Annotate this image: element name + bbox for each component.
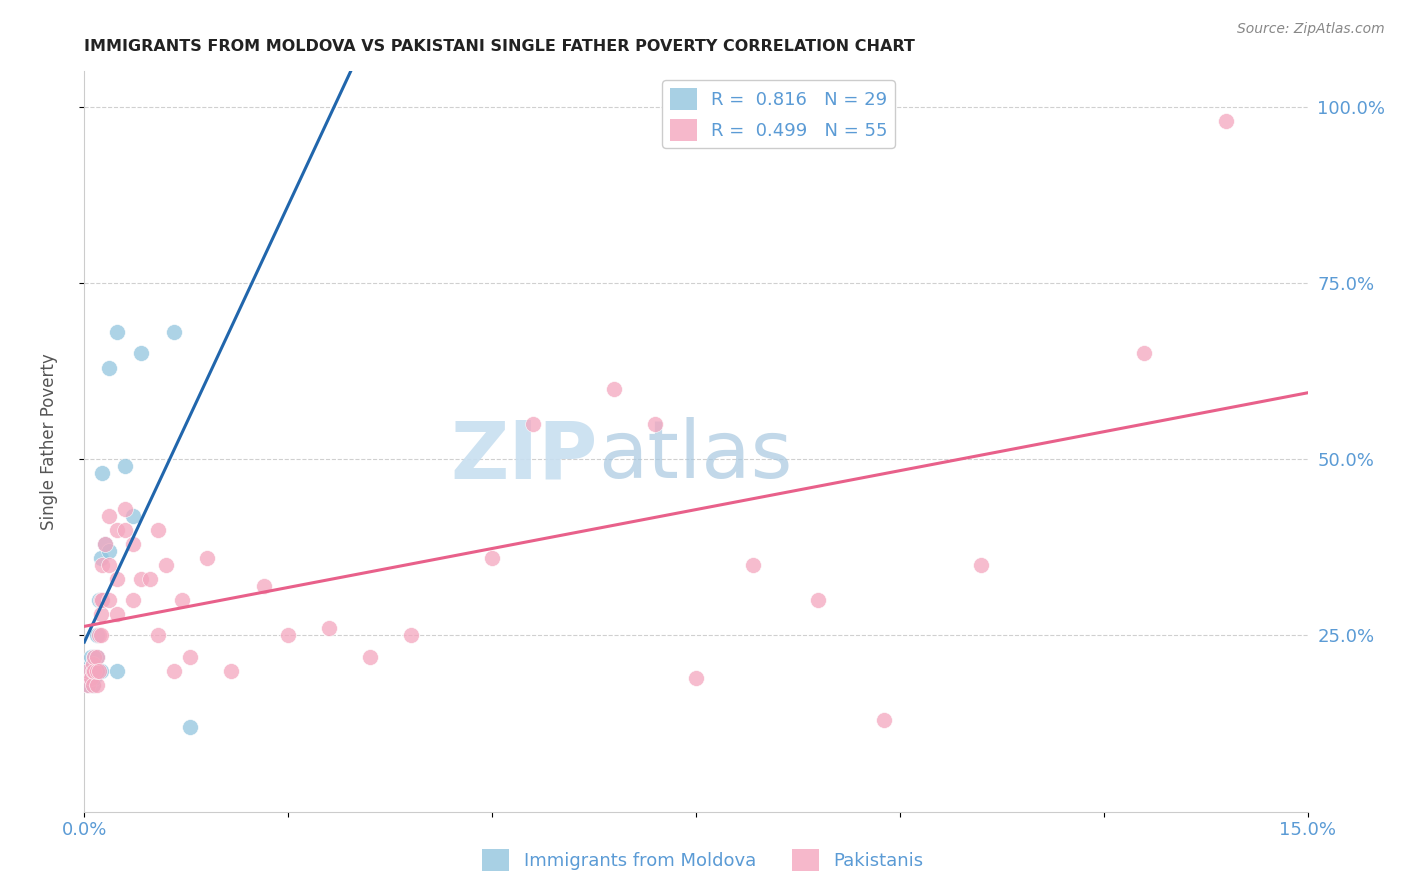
Point — [87, 628, 110, 642]
Point — [155, 558, 177, 572]
Point — [77, 678, 100, 692]
Point — [399, 628, 422, 642]
Point — [146, 523, 169, 537]
Point — [77, 664, 100, 678]
Point — [82, 678, 104, 692]
Point — [91, 467, 114, 481]
Point — [872, 713, 894, 727]
Point — [86, 664, 108, 678]
Point — [82, 678, 104, 692]
Point — [83, 664, 105, 678]
Point — [105, 607, 128, 622]
Point — [80, 671, 103, 685]
Point — [172, 593, 194, 607]
Point — [644, 417, 666, 431]
Point — [86, 649, 108, 664]
Point — [90, 550, 112, 565]
Text: IMMIGRANTS FROM MOLDOVA VS PAKISTANI SINGLE FATHER POVERTY CORRELATION CHART: IMMIGRANTS FROM MOLDOVA VS PAKISTANI SIN… — [84, 38, 915, 54]
Point — [163, 664, 186, 678]
Point — [90, 664, 112, 678]
Point — [86, 628, 108, 642]
Point — [114, 459, 136, 474]
Point — [83, 671, 105, 685]
Point — [1133, 346, 1156, 360]
Point — [82, 664, 104, 678]
Point — [93, 537, 115, 551]
Y-axis label: Single Father Poverty: Single Father Poverty — [39, 353, 58, 530]
Point — [97, 360, 120, 375]
Point — [163, 325, 186, 339]
Point — [105, 664, 128, 678]
Point — [179, 720, 201, 734]
Point — [80, 657, 103, 671]
Point — [146, 628, 169, 642]
Point — [80, 649, 103, 664]
Point — [80, 671, 103, 685]
Point — [522, 417, 544, 431]
Text: Source: ZipAtlas.com: Source: ZipAtlas.com — [1237, 22, 1385, 37]
Point — [77, 664, 100, 678]
Point — [807, 593, 830, 607]
Point — [179, 649, 201, 664]
Point — [90, 593, 112, 607]
Point — [90, 628, 112, 642]
Point — [105, 572, 128, 586]
Point — [253, 579, 276, 593]
Point — [87, 664, 110, 678]
Point — [219, 664, 242, 678]
Point — [82, 657, 104, 671]
Point — [77, 678, 100, 692]
Point — [83, 649, 105, 664]
Point — [86, 678, 108, 692]
Point — [105, 325, 128, 339]
Legend: Immigrants from Moldova, Pakistanis: Immigrants from Moldova, Pakistanis — [475, 842, 931, 879]
Point — [97, 593, 120, 607]
Point — [91, 558, 114, 572]
Point — [93, 537, 115, 551]
Legend: R =  0.816   N = 29, R =  0.499   N = 55: R = 0.816 N = 29, R = 0.499 N = 55 — [662, 80, 894, 148]
Point — [359, 649, 381, 664]
Point — [122, 537, 145, 551]
Point — [97, 508, 120, 523]
Point — [122, 508, 145, 523]
Point — [97, 558, 120, 572]
Point — [87, 664, 110, 678]
Point — [131, 346, 153, 360]
Point — [685, 671, 707, 685]
Point — [82, 657, 104, 671]
Point — [122, 593, 145, 607]
Point — [131, 572, 153, 586]
Point — [318, 621, 340, 635]
Point — [114, 501, 136, 516]
Point — [83, 649, 105, 664]
Point — [138, 572, 160, 586]
Point — [90, 607, 112, 622]
Text: ZIP: ZIP — [451, 417, 598, 495]
Point — [195, 550, 218, 565]
Point — [91, 593, 114, 607]
Point — [742, 558, 765, 572]
Point — [87, 593, 110, 607]
Point — [105, 523, 128, 537]
Point — [97, 544, 120, 558]
Point — [83, 664, 105, 678]
Point — [970, 558, 993, 572]
Text: atlas: atlas — [598, 417, 793, 495]
Point — [603, 382, 626, 396]
Point — [1215, 113, 1237, 128]
Point — [86, 664, 108, 678]
Point — [481, 550, 503, 565]
Point — [86, 649, 108, 664]
Point — [277, 628, 299, 642]
Point — [82, 664, 104, 678]
Point — [114, 523, 136, 537]
